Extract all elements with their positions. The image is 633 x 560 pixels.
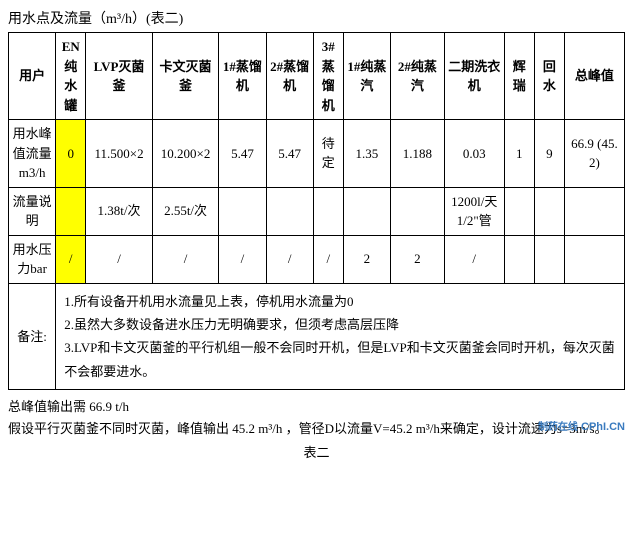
- cell-peak-en: 0: [56, 120, 86, 188]
- cell-pr-lvp: /: [86, 235, 153, 283]
- peak-flow-row: 用水峰值流量m3/h 0 11.500×2 10.200×2 5.47 5.47…: [9, 120, 625, 188]
- cell-peak-ret: 9: [534, 120, 564, 188]
- logo-en: CPhI.CN: [581, 421, 625, 433]
- site-logo: 制药在线 CPhI.CN: [538, 418, 625, 433]
- cell-peak-d3: 待定: [313, 120, 343, 188]
- row-label-pressure: 用水压力bar: [9, 235, 56, 283]
- cell-pr-wash: /: [444, 235, 504, 283]
- row-label-notes: 备注:: [9, 283, 56, 390]
- water-flow-table: 用户 EN纯水罐 LVP灭菌釜 卡文灭菌釜 1#蒸馏机 2#蒸馏机 3#蒸馏机 …: [8, 32, 625, 390]
- pressure-row: 用水压力bar / / / / / / 2 2 /: [9, 235, 625, 283]
- cell-desc-s2: [391, 187, 445, 235]
- col-steam1: 1#纯蒸汽: [343, 33, 390, 120]
- cell-peak-total: 66.9 (45.2): [564, 120, 624, 188]
- col-lvp: LVP灭菌釜: [86, 33, 153, 120]
- cell-pr-d3: /: [313, 235, 343, 283]
- cell-peak-s1: 1.35: [343, 120, 390, 188]
- flow-desc-row: 流量说明 1.38t/次 2.55t/次 1200l/天 1/2"管: [9, 187, 625, 235]
- cell-peak-d2: 5.47: [266, 120, 313, 188]
- cell-desc-total: [564, 187, 624, 235]
- cell-desc-en: [56, 187, 86, 235]
- table-caption: 表二: [8, 442, 625, 461]
- col-distill2: 2#蒸馏机: [266, 33, 313, 120]
- header-row: 用户 EN纯水罐 LVP灭菌釜 卡文灭菌釜 1#蒸馏机 2#蒸馏机 3#蒸馏机 …: [9, 33, 625, 120]
- cell-pr-en: /: [56, 235, 86, 283]
- col-return: 回水: [534, 33, 564, 120]
- notes-cell: 1.所有设备开机用水流量见上表，停机用水流量为0 2.虽然大多数设备进水压力无明…: [56, 283, 625, 390]
- cell-desc-pf: [504, 187, 534, 235]
- below-text: 总峰值输出需 66.9 t/h 假设平行灭菌釜不同时灭菌，峰值输出 45.2 m…: [8, 396, 625, 440]
- cell-peak-d1: 5.47: [219, 120, 266, 188]
- cell-pr-s1: 2: [343, 235, 390, 283]
- col-total: 总峰值: [564, 33, 624, 120]
- col-steam2: 2#纯蒸汽: [391, 33, 445, 120]
- col-kawen: 卡文灭菌釜: [152, 33, 219, 120]
- cell-desc-ret: [534, 187, 564, 235]
- cell-desc-wash: 1200l/天 1/2"管: [444, 187, 504, 235]
- col-distill3: 3#蒸馏机: [313, 33, 343, 120]
- col-distill1: 1#蒸馏机: [219, 33, 266, 120]
- logo-cn: 制药在线: [538, 422, 578, 433]
- cell-peak-kawen: 10.200×2: [152, 120, 219, 188]
- cell-peak-wash: 0.03: [444, 120, 504, 188]
- table-title: 用水点及流量（m³/h）(表二): [8, 8, 625, 28]
- cell-pr-s2: 2: [391, 235, 445, 283]
- cell-peak-s2: 1.188: [391, 120, 445, 188]
- cell-peak-lvp: 11.500×2: [86, 120, 153, 188]
- cell-desc-d2: [266, 187, 313, 235]
- cell-pr-pf: [504, 235, 534, 283]
- cell-pr-ret: [534, 235, 564, 283]
- cell-desc-d1: [219, 187, 266, 235]
- cell-peak-pf: 1: [504, 120, 534, 188]
- cell-pr-d1: /: [219, 235, 266, 283]
- note-line-3: 3.LVP和卡文灭菌釜的平行机组一般不会同时开机，但是LVP和卡文灭菌釜会同时开…: [64, 336, 616, 383]
- note-line-2: 2.虽然大多数设备进水压力无明确要求，但须考虑高层压降: [64, 313, 616, 336]
- cell-desc-lvp: 1.38t/次: [86, 187, 153, 235]
- col-en-tank: EN纯水罐: [56, 33, 86, 120]
- col-pfizer: 辉瑞: [504, 33, 534, 120]
- row-label-desc: 流量说明: [9, 187, 56, 235]
- col-user: 用户: [9, 33, 56, 120]
- cell-desc-kawen: 2.55t/次: [152, 187, 219, 235]
- notes-row: 备注: 1.所有设备开机用水流量见上表，停机用水流量为0 2.虽然大多数设备进水…: [9, 283, 625, 390]
- below-line-2: 假设平行灭菌釜不同时灭菌，峰值输出 45.2 m³/h ，管径D以流量V=45.…: [8, 418, 625, 440]
- below-line-1: 总峰值输出需 66.9 t/h: [8, 396, 625, 418]
- cell-pr-total: [564, 235, 624, 283]
- row-label-peak: 用水峰值流量m3/h: [9, 120, 56, 188]
- col-washer: 二期洗衣机: [444, 33, 504, 120]
- cell-pr-kawen: /: [152, 235, 219, 283]
- cell-desc-d3: [313, 187, 343, 235]
- note-line-1: 1.所有设备开机用水流量见上表，停机用水流量为0: [64, 290, 616, 313]
- cell-desc-s1: [343, 187, 390, 235]
- cell-pr-d2: /: [266, 235, 313, 283]
